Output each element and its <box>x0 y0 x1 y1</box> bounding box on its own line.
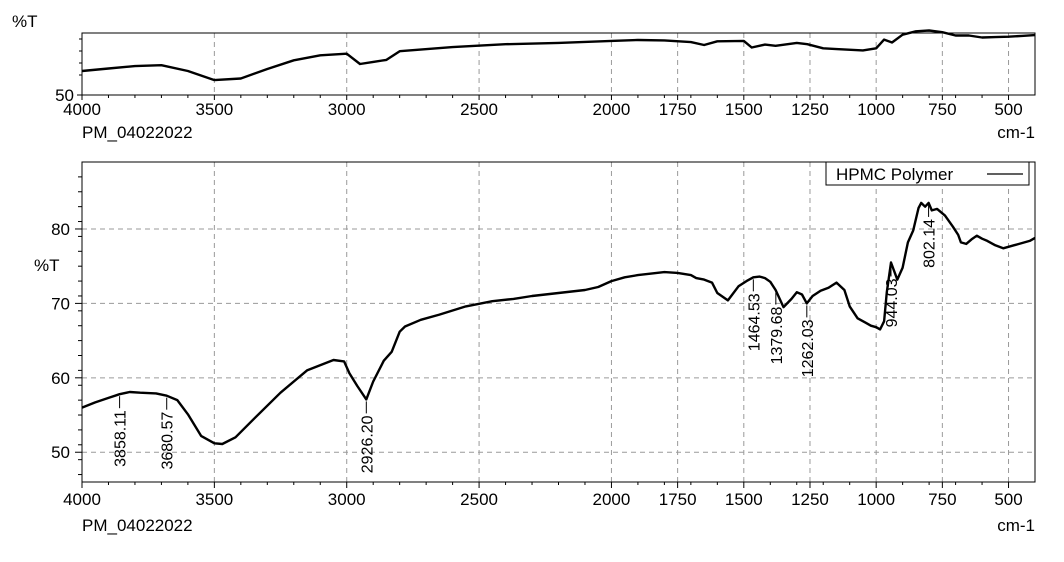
peak-label-3680.57: 3680.57 <box>160 412 177 470</box>
peak-label-2926.20: 2926.20 <box>359 415 376 473</box>
main-x-tick-label-3000: 3000 <box>328 490 366 509</box>
legend: HPMC Polymer <box>825 161 1030 186</box>
overview-x-tick-label-3000: 3000 <box>328 100 366 119</box>
main-x-tick-label-750: 750 <box>928 490 956 509</box>
overview-x-tick-label-1750: 1750 <box>659 100 697 119</box>
main-sample-label: PM_04022022 <box>82 516 193 535</box>
overview-y-tick-label-50: 50 <box>55 86 74 105</box>
overview-x-tick-label-1250: 1250 <box>791 100 829 119</box>
main-x-tick-label-2000: 2000 <box>593 490 631 509</box>
main-x-tick-label-4000: 4000 <box>63 490 101 509</box>
legend-box <box>825 161 1030 186</box>
peak-label-1262.03: 1262.03 <box>800 319 817 377</box>
overview-x-tick-label-2500: 2500 <box>460 100 498 119</box>
overview-spectrum-line <box>81 29 1036 82</box>
overview-panel: %T 4000 3500 3000 2500 2000 1750 1500 1250 1000 7… <box>12 12 1036 142</box>
main-x-axis-unit: cm-1 <box>997 516 1035 535</box>
overview-sample-label: PM_04022022 <box>82 123 193 142</box>
main-panel: 50 60 70 80 4000 3500 3000 2500 2000 1750 1500 125… <box>34 161 1036 535</box>
main-x-tick-label-1250: 1250 <box>791 490 829 509</box>
overview-x-tick-label-4000: 4000 <box>63 100 101 119</box>
overview-y-ticks: 50 <box>55 38 82 105</box>
main-y-axis-label: %T <box>34 256 60 275</box>
hpmc-spectrum-line <box>81 201 1036 446</box>
peak-label-3858.11: 3858.11 <box>113 410 130 467</box>
peak-annotations: 3858.11 3680.57 2926.20 1464.53 1379.68 1262.… <box>113 204 939 473</box>
peak-label-944.03: 944.03 <box>884 278 901 327</box>
main-y-tick-label-80: 80 <box>51 220 70 239</box>
main-x-tick-label-1750: 1750 <box>659 490 697 509</box>
main-x-tick-label-500: 500 <box>994 490 1022 509</box>
main-x-tick-label-2500: 2500 <box>460 490 498 509</box>
overview-x-tick-label-1500: 1500 <box>725 100 763 119</box>
main-y-tick-label-60: 60 <box>51 369 70 388</box>
main-x-tick-label-1500: 1500 <box>725 490 763 509</box>
overview-x-ticks: 4000 3500 3000 2500 2000 1750 1500 1250 1000 750 5… <box>63 95 1023 119</box>
peak-label-802.14: 802.14 <box>922 219 939 268</box>
peak-label-1379.68: 1379.68 <box>769 306 786 364</box>
main-y-tick-label-50: 50 <box>51 443 70 462</box>
main-y-ticks: 50 60 70 80 <box>51 176 82 476</box>
main-y-tick-label-70: 70 <box>51 294 70 313</box>
main-x-tick-label-1000: 1000 <box>857 490 895 509</box>
overview-x-tick-label-3500: 3500 <box>195 100 233 119</box>
overview-grid <box>213 33 1010 95</box>
overview-x-tick-label-2000: 2000 <box>593 100 631 119</box>
legend-entry-label: HPMC Polymer <box>836 165 953 184</box>
overview-x-tick-label-500: 500 <box>994 100 1022 119</box>
overview-y-axis-label: %T <box>12 12 38 31</box>
main-grid <box>82 162 1035 482</box>
overview-x-axis-unit: cm-1 <box>997 123 1035 142</box>
main-x-tick-label-3500: 3500 <box>195 490 233 509</box>
overview-x-tick-label-1000: 1000 <box>857 100 895 119</box>
peak-label-1464.53: 1464.53 <box>746 293 763 351</box>
main-x-ticks: 4000 3500 3000 2500 2000 1750 1500 1250 1000 750 5… <box>63 482 1023 509</box>
overview-x-tick-label-750: 750 <box>928 100 956 119</box>
